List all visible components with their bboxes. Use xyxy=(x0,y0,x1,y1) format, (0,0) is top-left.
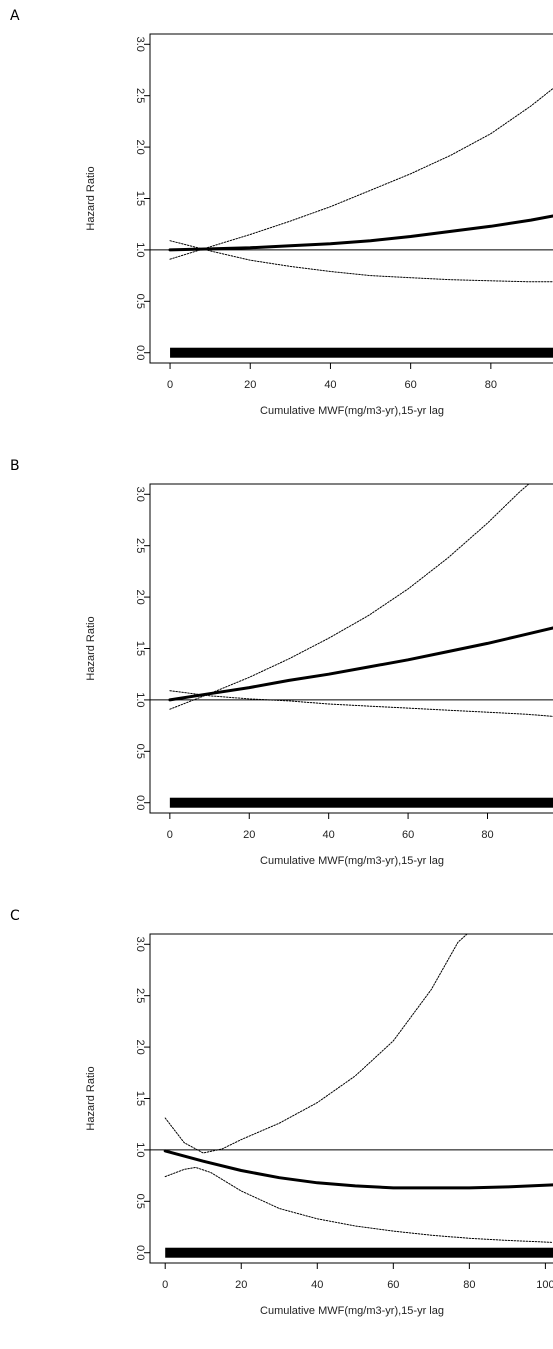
y-tick-label: 2.0 xyxy=(134,139,146,154)
y-tick-label: 1.5 xyxy=(134,191,146,206)
y-tick-label: 1.0 xyxy=(134,692,146,707)
x-axis-title: Cumulative MWF(mg/m3-yr),15-yr lag xyxy=(260,1305,444,1317)
x-tick-label: 80 xyxy=(485,379,497,391)
rug-bar xyxy=(165,1247,553,1258)
y-tick-label: 2.0 xyxy=(134,589,146,604)
lower-ci-line xyxy=(169,690,553,717)
y-tick-label: 2.5 xyxy=(134,988,146,1003)
y-tick-label: 1.0 xyxy=(134,242,146,257)
y-tick-label: 1.0 xyxy=(134,1142,146,1157)
x-tick-label: 60 xyxy=(387,1279,399,1291)
x-tick-label: 40 xyxy=(323,829,335,841)
panel-label: A xyxy=(10,8,20,24)
panel-c: C 0.0 0.5 1.0 1.5 2.0 2.5 3.0 0 20 40 60 80 100 Hazar… xyxy=(0,900,553,1349)
plot-frame xyxy=(149,33,553,364)
y-tick-label: 2.0 xyxy=(134,1039,146,1054)
y-axis-title: Hazard Ratio xyxy=(85,166,97,230)
y-tick-label: 0.0 xyxy=(134,1245,146,1260)
y-tick-label: 3.0 xyxy=(134,37,146,52)
y-tick-label: 0.5 xyxy=(134,1194,146,1209)
x-tick-label: 0 xyxy=(167,379,173,391)
upper-ci-line xyxy=(169,88,553,260)
hazard-estimate-line xyxy=(163,1149,553,1190)
x-axis-title: Cumulative MWF(mg/m3-yr),15-yr lag xyxy=(260,405,444,417)
x-tick-label: 60 xyxy=(405,379,417,391)
y-tick-label: 2.5 xyxy=(134,88,146,103)
x-tick-label: 40 xyxy=(324,379,336,391)
y-axis-title: Hazard Ratio xyxy=(85,616,97,680)
x-tick-label: 80 xyxy=(481,829,493,841)
y-tick-label: 3.0 xyxy=(134,937,146,952)
y-tick-label: 0.5 xyxy=(134,744,146,759)
plot-frame xyxy=(149,483,553,814)
x-tick-label: 20 xyxy=(244,379,256,391)
panel-label: C xyxy=(10,908,20,924)
y-axis-title: Hazard Ratio xyxy=(85,1066,97,1130)
y-tick-label: 3.0 xyxy=(134,487,146,502)
panel-a: A 0.0 0.5 1.0 1.5 2.0 2.5 3.0 0 20 40 60 80 Hazard R… xyxy=(0,0,553,449)
hazard-ratio-chart: 0.0 0.5 1.0 1.5 2.0 2.5 3.0 0 20 40 60 80 Hazard Rat… xyxy=(85,33,553,417)
y-tick-label: 0.0 xyxy=(134,795,146,810)
plot-frame xyxy=(149,933,553,1264)
rug-bar xyxy=(169,797,553,808)
hazard-estimate-line xyxy=(168,214,553,252)
x-tick-label: 100 xyxy=(536,1279,553,1291)
x-axis-title: Cumulative MWF(mg/m3-yr),15-yr lag xyxy=(260,855,444,867)
panel-b: B 0.0 0.5 1.0 1.5 2.0 2.5 3.0 0 20 40 60 80 Hazard R… xyxy=(0,450,553,899)
hazard-ratio-chart: 0.0 0.5 1.0 1.5 2.0 2.5 3.0 0 20 40 60 80 100 Hazard … xyxy=(85,933,553,1317)
lower-ci-line xyxy=(164,1166,553,1243)
y-tick-label: 0.0 xyxy=(134,345,146,360)
x-tick-label: 0 xyxy=(162,1279,168,1291)
y-tick-label: 2.5 xyxy=(134,538,146,553)
hazard-ratio-chart: 0.0 0.5 1.0 1.5 2.0 2.5 3.0 0 20 40 60 80 Hazard Rat… xyxy=(85,483,553,867)
upper-ci-line xyxy=(169,484,530,710)
y-tick-label: 0.5 xyxy=(134,294,146,309)
y-tick-label: 1.5 xyxy=(134,641,146,656)
x-tick-label: 20 xyxy=(235,1279,247,1291)
hazard-estimate-line xyxy=(168,626,553,702)
panel-label: B xyxy=(10,458,20,474)
rug-bar xyxy=(170,347,553,358)
x-tick-label: 80 xyxy=(463,1279,475,1291)
x-tick-label: 40 xyxy=(311,1279,323,1291)
x-tick-label: 0 xyxy=(167,829,173,841)
y-tick-label: 1.5 xyxy=(134,1091,146,1106)
lower-ci-line xyxy=(169,240,553,283)
x-tick-label: 20 xyxy=(243,829,255,841)
x-tick-label: 60 xyxy=(402,829,414,841)
upper-ci-line xyxy=(164,934,468,1154)
